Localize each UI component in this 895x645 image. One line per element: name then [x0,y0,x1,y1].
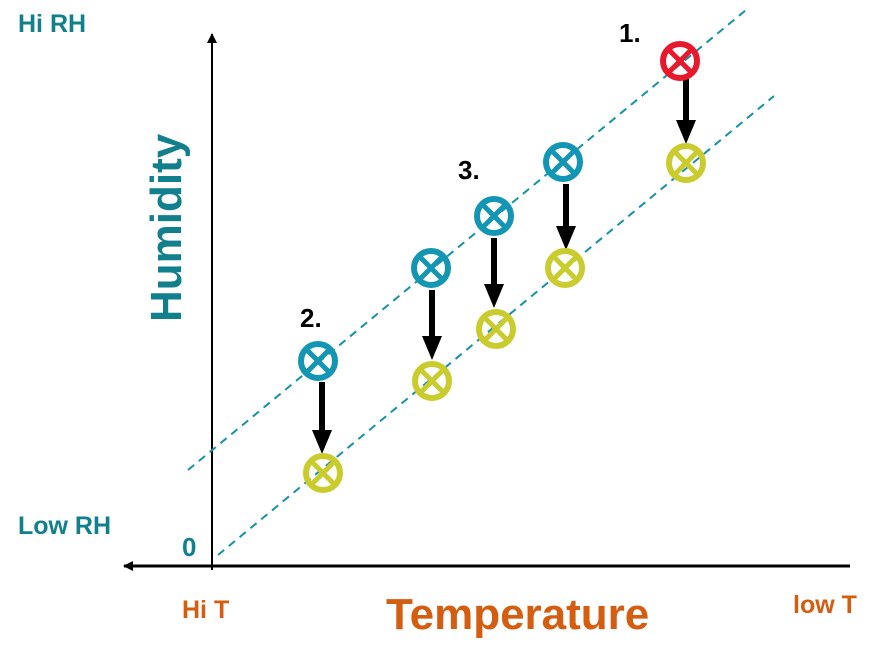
circled-x-icon [477,199,511,233]
origin-label: 0 [182,532,197,562]
circled-x-icon [415,364,449,398]
circled-x-icon [663,44,697,78]
hi-rh-label: Hi RH [18,10,87,38]
circled-x-icon [669,146,703,180]
x-axis-title: Temperature [386,590,650,639]
circled-x-icon [301,344,335,378]
hi-t-label: Hi T [182,596,230,624]
circled-x-icon [479,312,513,346]
upper-trend-line [187,9,747,471]
point-label-one: 1. [619,18,641,48]
circled-x-icon [546,145,580,179]
circled-x-icon [548,251,582,285]
low-t-label: low T [793,591,857,619]
low-rh-label: Low RH [18,512,112,540]
point-label-three: 3. [458,155,480,185]
circled-x-icon [414,251,448,285]
circled-x-icon [306,456,340,490]
point-label-two: 2. [300,303,322,333]
